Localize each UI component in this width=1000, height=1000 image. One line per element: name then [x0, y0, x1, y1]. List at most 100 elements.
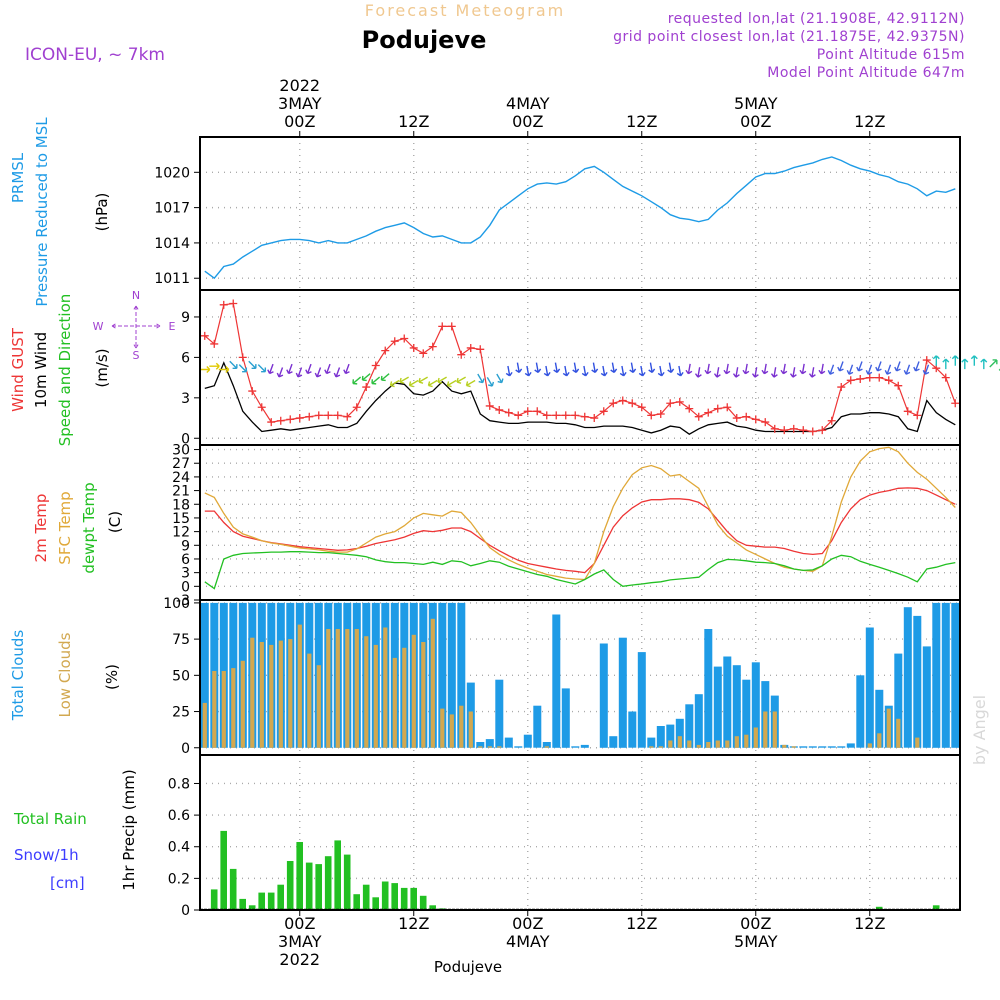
wind-arrow-shape — [581, 365, 589, 377]
precip-axis-labels: 1hr Precip (mm) Total Rain Snow/1h [cm] — [13, 769, 138, 892]
panel-wind: 0 3 6 9 Wind GUST 10m Wind Speed and Direction… — [9, 289, 1000, 447]
wind-arrow — [572, 362, 580, 373]
total-cloud-bar — [637, 652, 646, 748]
total-cloud-bar — [704, 629, 713, 748]
gust-marker — [647, 411, 656, 420]
wind-arrow — [591, 362, 599, 373]
panel-border-precipitation — [199, 754, 961, 911]
total-cloud-bar — [504, 737, 513, 748]
y-tick-label: 18 — [172, 497, 190, 513]
y-tick-label: 3 — [181, 391, 190, 407]
total-cloud-bar — [894, 653, 903, 748]
wind-arrow-shape — [619, 365, 627, 377]
gust-marker — [552, 411, 561, 420]
y-tick-label: 0 — [181, 431, 190, 447]
panel-border-clouds — [199, 599, 961, 756]
wind-arrow — [989, 359, 998, 368]
time-label-top: 00Z — [740, 112, 771, 131]
rain-bar — [286, 861, 294, 910]
wind-arrow-shape — [770, 367, 778, 378]
total-cloud-bar — [485, 739, 494, 748]
gust-marker — [400, 334, 409, 343]
gust-marker — [485, 401, 494, 410]
gust-marker — [542, 411, 551, 420]
pressure-axis-labels: PRMSL Pressure Reduced to MSL (hPa) — [9, 117, 111, 307]
wind-arrow — [380, 373, 390, 382]
low-cloud-bar — [877, 733, 882, 748]
panel-clouds: 0 25 50 75 100 Total Clouds Low Clouds (%) — [9, 596, 960, 757]
total-cloud-bar — [533, 705, 542, 748]
temp-ylabel-sfc: SFC Temp — [56, 491, 74, 564]
low-cloud-bar — [269, 644, 274, 748]
total-cloud-bar — [875, 689, 884, 748]
y-tick-label: 27 — [172, 456, 190, 472]
wind-arrow — [477, 373, 485, 384]
wind-arrow-shape — [572, 362, 580, 373]
gust-marker — [827, 416, 836, 425]
compass-n: N — [132, 289, 140, 302]
pressure-line — [204, 156, 956, 280]
low-cloud-bar — [335, 629, 340, 748]
time-label-top: 3MAY — [278, 94, 322, 113]
wind-arrow-shape — [799, 363, 807, 375]
wind-arrow — [704, 363, 712, 375]
low-cloud-bar — [383, 627, 388, 748]
time-label-top: 2022 — [279, 76, 320, 95]
total-cloud-bar — [732, 665, 741, 748]
time-label-bottom: 2022 — [279, 950, 320, 969]
rain-bar — [296, 842, 303, 910]
wind-arrow — [248, 360, 257, 370]
y-tick-label: 9 — [181, 538, 190, 554]
wind-arrow-shape — [333, 367, 341, 378]
compass-rose: N S W E — [93, 289, 176, 362]
gust-marker — [333, 411, 342, 420]
total-cloud-bar — [837, 746, 846, 748]
gust-marker — [514, 411, 523, 420]
wind-arrow — [371, 376, 381, 385]
gust-marker — [637, 403, 646, 412]
low-cloud-bar — [649, 746, 654, 748]
low-cloud-bar — [421, 642, 426, 748]
wind-arrow — [667, 362, 675, 373]
gust-marker — [780, 426, 789, 435]
gust-marker — [590, 414, 599, 423]
total-cloud-bar — [846, 743, 855, 748]
rain-bar — [210, 889, 218, 910]
gust-marker — [751, 415, 760, 424]
low-cloud-bar — [240, 660, 245, 748]
low-cloud-bar — [706, 742, 711, 748]
low-cloud-bar — [364, 636, 369, 748]
rain-bar — [381, 881, 389, 910]
wind-arrow — [875, 361, 882, 372]
y-tick-label: 25 — [172, 705, 190, 721]
y-tick-label: 6 — [181, 350, 190, 366]
wind-ylabel-dir: Speed and Direction — [56, 294, 74, 447]
wind-arrow-shape — [846, 364, 854, 375]
gust-marker — [447, 322, 456, 331]
gust-marker — [238, 353, 247, 362]
wind-ylabel-gust: Wind GUST — [9, 327, 27, 412]
gust-marker — [856, 374, 865, 383]
wind-arrow-shape — [515, 362, 523, 373]
y-tick-label: 6 — [181, 552, 190, 568]
gust-marker — [761, 418, 770, 427]
total-cloud-bar — [628, 711, 637, 748]
total-cloud-bar — [751, 662, 760, 748]
low-cloud-bar — [345, 629, 350, 748]
y-tick-label: 0.8 — [168, 776, 190, 792]
location-title: Podujeve — [362, 26, 487, 54]
rain-bar — [932, 905, 940, 910]
y-tick-label: 24 — [172, 470, 190, 486]
y-tick-label: 100 — [163, 596, 190, 612]
gust-marker — [599, 407, 608, 416]
wind-arrow — [600, 365, 608, 377]
total-cloud-bar — [856, 675, 865, 748]
gust-marker — [295, 414, 304, 423]
wind-arrow — [818, 363, 826, 375]
wind-arrow — [865, 364, 873, 375]
wind-arrow — [418, 376, 428, 384]
low-cloud-bar — [763, 711, 768, 748]
wind-arrow — [456, 376, 466, 384]
wind-arrow-shape — [685, 363, 693, 375]
wind-arrow-shape — [199, 366, 211, 373]
